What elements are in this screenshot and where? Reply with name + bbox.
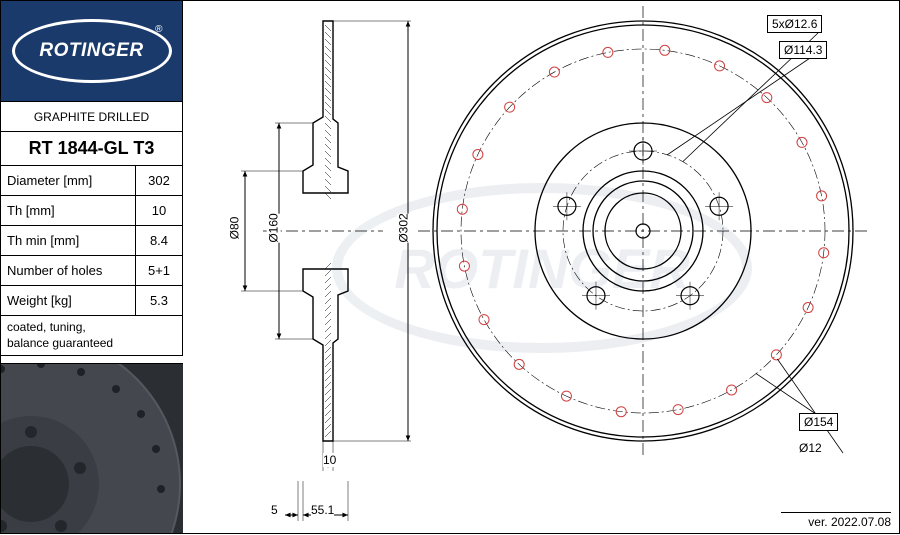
callout-pcd: Ø114.3 [779,41,827,59]
dim-w55: 55.1 [311,503,334,517]
spec-value: 5.3 [136,286,182,315]
spec-value: 302 [136,166,182,195]
callout-bolt-pattern: 5xØ12.6 [767,15,822,33]
spec-panel: ROTINGER ® GRAPHITE DRILLED RT 1844-GL T… [1,1,183,356]
product-type: GRAPHITE DRILLED [1,101,182,131]
brand-logo: ROTINGER ® [1,1,182,101]
spec-label: Diameter [mm] [1,166,136,195]
dim-t10: 10 [323,453,336,467]
spec-value: 8.4 [136,226,182,255]
part-number: RT 1844-GL T3 [1,131,182,165]
registered-mark: ® [155,24,162,35]
version-label: ver. 2022.07.08 [781,512,891,529]
spec-row: Th [mm] 10 [1,195,182,225]
spec-label: Th [mm] [1,196,136,225]
spec-value: 10 [136,196,182,225]
dim-d302: Ø302 [397,213,411,242]
dim-off5: 5 [271,503,278,517]
spec-row: Weight [kg] 5.3 [1,285,182,315]
spec-label: Weight [kg] [1,286,136,315]
dim-d80: Ø80 [227,217,241,240]
spec-label: Number of holes [1,256,136,285]
notes: coated, tuning, balance guaranteed [1,315,182,356]
spec-row: Diameter [mm] 302 [1,165,182,195]
technical-drawing: ROTINGER 5xØ12.6 Ø114.3 Ø154 Ø12 Ø80 Ø16… [183,1,900,535]
brand-name: ROTINGER [39,40,143,62]
callout-ring-dia: Ø154 [799,413,838,431]
product-photo [1,363,183,533]
callout-drill-dia: Ø12 [799,441,822,455]
spec-label: Th min [mm] [1,226,136,255]
spec-row: Number of holes 5+1 [1,255,182,285]
spec-value: 5+1 [136,256,182,285]
dim-d160: Ø160 [267,213,281,242]
spec-row: Th min [mm] 8.4 [1,225,182,255]
